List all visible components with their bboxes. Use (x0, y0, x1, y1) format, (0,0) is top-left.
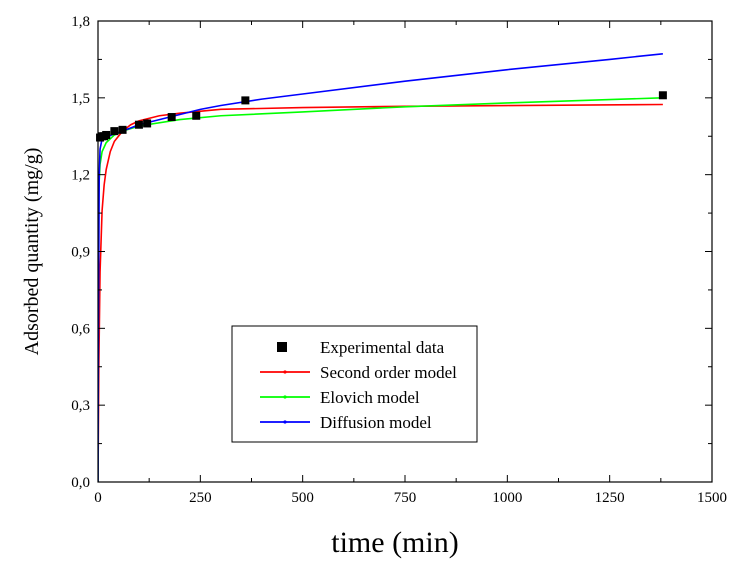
legend-label: Elovich model (320, 388, 420, 407)
y-tick-label: 0,6 (71, 321, 90, 337)
series-line-second-order-model (98, 103, 663, 482)
legend: Experimental data Second order model Elovi… (231, 325, 478, 443)
x-tick-label: 0 (94, 490, 102, 506)
data-point (134, 120, 143, 129)
data-point (143, 119, 152, 128)
series-group (96, 52, 667, 482)
y-axis-title: Adsorbed quantity (mg/g) (21, 148, 43, 356)
legend-swatch-dot (283, 420, 287, 424)
x-tick-label: 1000 (492, 490, 522, 506)
data-point (110, 127, 119, 136)
legend-swatch-marker (277, 342, 287, 352)
x-tick-label: 1500 (697, 490, 727, 506)
data-point (102, 130, 111, 139)
y-tick-label: 0,3 (71, 398, 90, 414)
legend-label: Diffusion model (320, 413, 432, 432)
y-tick-label: 1,5 (71, 91, 90, 107)
x-tick-label: 500 (291, 490, 314, 506)
y-tick-label: 0,0 (71, 475, 90, 491)
legend-swatch-dot (283, 370, 287, 374)
data-point (118, 125, 127, 134)
x-axis-title: time (min) (331, 526, 458, 559)
x-tick-label: 750 (394, 490, 417, 506)
legend-label: Second order model (320, 363, 457, 382)
y-tick-label: 1,8 (71, 14, 90, 30)
y-tick-label: 1,2 (71, 168, 90, 184)
data-point (192, 111, 201, 120)
axes-group: 0 250 500 750 1000 1250 1500 0,0 0,3 0,6 0,9 1,2 1,5… (21, 14, 727, 559)
x-tick-label: 250 (189, 490, 212, 506)
legend-label: Experimental data (320, 338, 445, 357)
data-point (241, 96, 250, 105)
legend-swatch-dot (283, 395, 287, 399)
data-point (658, 91, 667, 100)
series-line-diffusion-model (98, 52, 663, 482)
x-tick-label: 1250 (595, 490, 625, 506)
data-point (167, 113, 176, 122)
y-tick-label: 0,9 (71, 245, 90, 261)
